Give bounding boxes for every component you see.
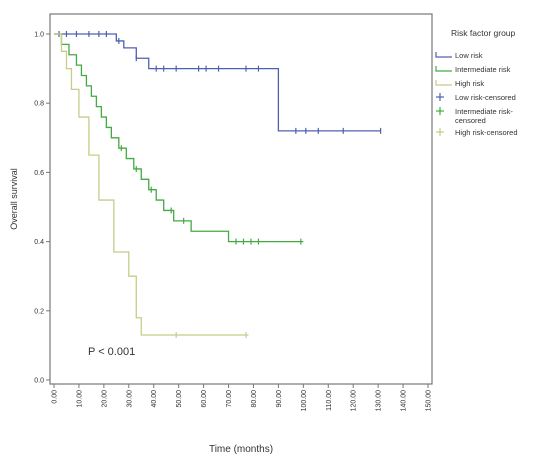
legend-line-swatch xyxy=(435,66,452,72)
survival-curve-series-0 xyxy=(54,33,381,132)
survival-curve-series-2 xyxy=(54,33,249,336)
x-tick-label: 90.00 xyxy=(276,390,283,408)
x-tick-label: 20.00 xyxy=(101,390,108,408)
x-tick-label: 10.00 xyxy=(76,390,83,408)
plot-area xyxy=(49,13,433,385)
survival-curve-series-1 xyxy=(54,33,304,243)
legend-entry-label: High risk xyxy=(455,79,484,88)
y-axis-ticks: 0.0 0.2 0.4 0.6 0.8 1.0 xyxy=(34,32,50,385)
legend-entry-label: Low risk xyxy=(455,51,483,60)
legend: Risk factor group Low risk Intermediate r… xyxy=(435,28,518,137)
y-tick-label: 0.6 xyxy=(34,170,44,177)
legend-entry-label: High risk-censored xyxy=(455,128,518,137)
x-tick-label: 40.00 xyxy=(151,390,158,408)
y-tick-label: 0.4 xyxy=(34,239,44,246)
x-tick-label: 70.00 xyxy=(226,390,233,408)
x-tick-label: 50.00 xyxy=(176,390,183,408)
legend-title: Risk factor group xyxy=(451,28,516,38)
x-tick-label: 0.00 xyxy=(52,390,59,404)
x-tick-label: 140.00 xyxy=(401,390,408,412)
x-axis-ticks: 0.00 10.00 20.00 30.00 40.00 50.00 60.00 70.00 8… xyxy=(52,384,433,411)
x-tick-label: 100.00 xyxy=(301,390,308,412)
x-tick-label: 130.00 xyxy=(376,390,383,412)
legend-entry-label: Intermediate risk xyxy=(455,65,511,74)
y-tick-label: 0.2 xyxy=(34,308,44,315)
x-tick-label: 60.00 xyxy=(201,390,208,408)
legend-entry-label: Low risk-censored xyxy=(455,93,516,102)
legend-line-swatch xyxy=(435,52,452,58)
legend-line-swatch xyxy=(435,80,452,86)
x-tick-label: 30.00 xyxy=(126,390,133,408)
x-tick-label: 110.00 xyxy=(326,390,333,411)
survival-curves xyxy=(54,31,382,339)
y-axis-label: Overall survival xyxy=(9,168,19,230)
p-value-annotation: P < 0.001 xyxy=(88,346,135,358)
y-tick-label: 0.8 xyxy=(34,101,44,108)
x-tick-label: 150.00 xyxy=(426,390,433,412)
y-tick-label: 0.0 xyxy=(34,378,44,385)
x-tick-label: 80.00 xyxy=(251,390,258,408)
legend-entry-label: Intermediate risk-censored xyxy=(455,107,513,125)
x-tick-label: 120.00 xyxy=(351,390,358,412)
x-axis-label: Time (months) xyxy=(209,444,273,455)
y-tick-label: 1.0 xyxy=(34,32,44,39)
